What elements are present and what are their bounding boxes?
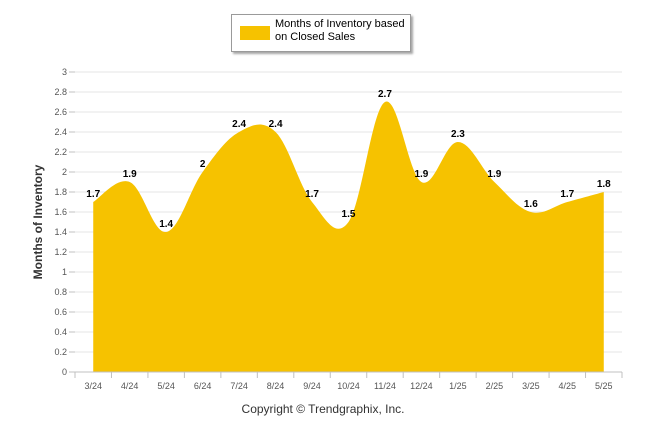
data-label: 1.7 (86, 189, 100, 200)
y-tick-label: 3 (62, 67, 67, 77)
data-label: 1.8 (597, 179, 611, 190)
x-axis: 3/24 4/24 5/24 6/24 7/24 8/24 9/24 10/24 11/24 12… (74, 371, 623, 391)
x-tick-label: 12/24 (410, 381, 433, 391)
x-tick-label: 6/24 (194, 381, 212, 391)
copyright-text: Copyright © Trendgraphix, Inc. (241, 402, 405, 416)
x-tick-label: 8/24 (267, 381, 285, 391)
x-tick-label: 10/24 (337, 381, 360, 391)
x-tick-label: 1/25 (449, 381, 467, 391)
data-label: 2 (200, 159, 206, 170)
legend-label: Months of Inventory based on Closed Sale… (275, 18, 405, 43)
x-tick-label: 2/25 (486, 381, 504, 391)
y-tick-label: 2.4 (54, 127, 67, 137)
data-label: 2.4 (269, 119, 283, 130)
x-tick-label: 7/24 (230, 381, 248, 391)
data-label: 2.7 (378, 89, 392, 100)
y-tick-label: 2.2 (54, 147, 67, 157)
y-axis-ticks: 0 0.2 0.4 0.6 0.8 1 1.2 1.4 1.6 1.8 2 2.2 2.4 2.6 2.8 3 (54, 67, 75, 377)
y-tick-label: 1 (62, 267, 67, 277)
y-tick-label: 0.2 (54, 347, 67, 357)
data-label: 2.4 (232, 119, 246, 130)
y-tick-label: 0 (62, 367, 67, 377)
data-label: 1.5 (342, 209, 356, 220)
x-tick-label: 3/24 (84, 381, 102, 391)
x-tick-label: 5/25 (595, 381, 613, 391)
x-tick-label: 4/25 (559, 381, 577, 391)
data-labels: 1.7 1.9 1.4 2 2.4 2.4 1.7 1.5 2.7 1.9 2.3 1.9 1.6 1.7… (86, 89, 611, 230)
y-tick-label: 2.6 (54, 107, 67, 117)
data-label: 1.9 (123, 169, 137, 180)
x-tick-label: 11/24 (374, 381, 396, 391)
x-tick-label: 3/25 (522, 381, 540, 391)
area-series-fill (93, 101, 604, 372)
data-label: 1.6 (524, 199, 538, 210)
y-tick-label: 1.6 (54, 207, 67, 217)
y-tick-label: 0.4 (54, 327, 67, 337)
y-tick-label: 2.8 (54, 87, 67, 97)
legend-swatch (240, 26, 270, 40)
x-tick-label: 9/24 (303, 381, 321, 391)
data-label: 1.9 (487, 169, 501, 180)
y-tick-label: 1.8 (54, 187, 67, 197)
x-tick-label: 4/24 (121, 381, 139, 391)
y-tick-label: 2 (62, 167, 67, 177)
data-label: 1.7 (560, 189, 574, 200)
y-tick-label: 0.6 (54, 307, 67, 317)
y-axis-title: Months of Inventory (31, 164, 45, 279)
y-tick-label: 1.2 (54, 247, 67, 257)
data-label: 1.7 (305, 189, 319, 200)
y-tick-label: 1.4 (54, 227, 67, 237)
x-tick-label: 5/24 (157, 381, 175, 391)
data-label: 1.9 (414, 169, 428, 180)
legend[interactable]: Months of Inventory based on Closed Sale… (231, 14, 411, 52)
data-label: 1.4 (159, 219, 173, 230)
data-label: 2.3 (451, 129, 465, 140)
y-tick-label: 0.8 (54, 287, 67, 297)
